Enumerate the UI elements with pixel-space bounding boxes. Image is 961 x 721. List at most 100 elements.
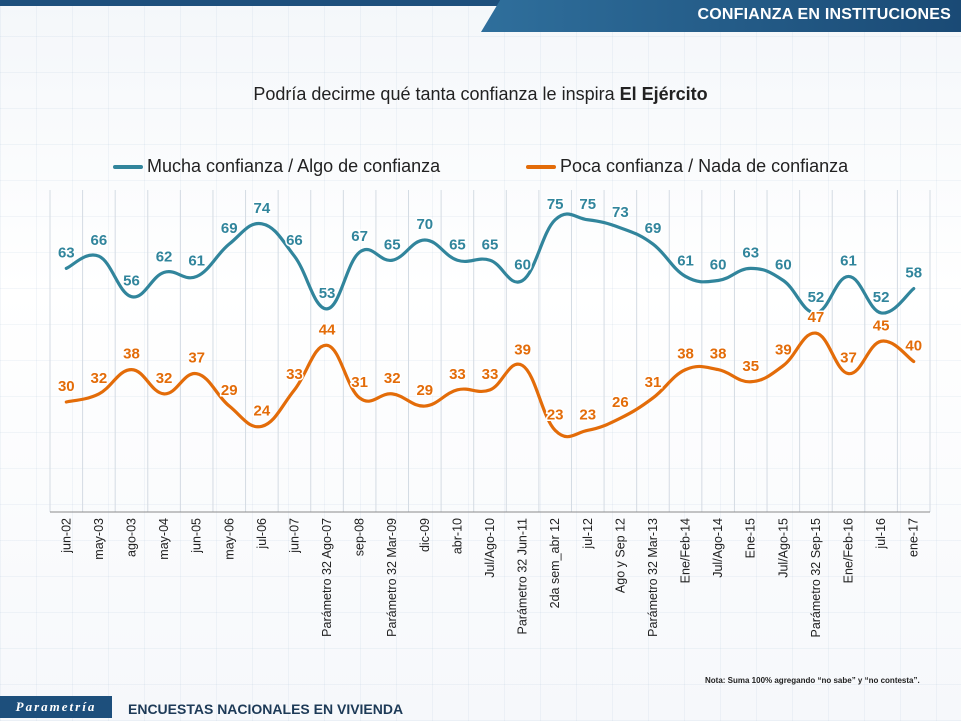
data-label: 39 xyxy=(514,342,531,359)
data-label: 69 xyxy=(645,220,662,237)
x-tick-label: may-03 xyxy=(92,518,106,560)
x-tick-label: ago-03 xyxy=(124,518,138,557)
x-tick-label: jun-07 xyxy=(287,518,301,554)
data-label: 29 xyxy=(416,382,433,399)
data-label: 37 xyxy=(188,350,205,367)
data-label: 52 xyxy=(873,289,890,306)
x-tick-label: jun-05 xyxy=(190,518,204,554)
x-tick-label: sep-08 xyxy=(353,518,367,556)
x-tick-label: Parámetro 32 Jun-11 xyxy=(516,518,530,635)
data-label: 35 xyxy=(742,358,759,375)
data-label: 33 xyxy=(286,366,303,383)
data-label: 33 xyxy=(449,366,466,383)
data-label: 63 xyxy=(58,244,75,261)
data-label: 60 xyxy=(514,257,531,274)
data-label: 38 xyxy=(123,346,140,363)
data-label: 65 xyxy=(449,236,466,253)
top-bar xyxy=(0,0,961,6)
data-label: 73 xyxy=(612,204,629,221)
x-tick-label: ene-17 xyxy=(907,518,921,557)
data-label: 58 xyxy=(905,265,922,282)
legend-swatch-mucha xyxy=(113,164,143,169)
x-tick-label: jul-12 xyxy=(581,518,595,550)
series-line-mucha xyxy=(64,212,916,315)
data-label: 44 xyxy=(319,321,336,338)
data-label: 65 xyxy=(482,236,499,253)
x-tick-label: abr-10 xyxy=(450,518,464,554)
data-label: 32 xyxy=(91,370,108,387)
data-label: 32 xyxy=(384,370,401,387)
data-label: 75 xyxy=(547,196,564,213)
data-label: 61 xyxy=(677,252,694,269)
data-label: 65 xyxy=(384,236,401,253)
x-tick-label: may-06 xyxy=(222,518,236,560)
x-tick-label: Parámetro 32 Mar-09 xyxy=(385,518,399,637)
data-label: 67 xyxy=(351,228,368,245)
data-label: 61 xyxy=(840,252,857,269)
data-label: 70 xyxy=(416,216,433,233)
x-tick-label: jul-16 xyxy=(874,518,888,550)
data-label: 69 xyxy=(221,220,238,237)
x-tick-label: Ago y Sep 12 xyxy=(613,518,627,593)
header-tab: CONFIANZA EN INSTITUCIONES xyxy=(481,0,961,32)
data-label: 56 xyxy=(123,273,140,290)
legend-swatch-poca xyxy=(526,164,556,169)
x-tick-label: may-04 xyxy=(157,518,171,560)
data-label: 24 xyxy=(254,402,271,419)
x-tick-label: Jul/Ago-14 xyxy=(711,518,725,578)
legend-item-poca: Poca confianza / Nada de confianza xyxy=(526,156,848,177)
x-tick-label: Parámetro 32 Sep-15 xyxy=(809,518,823,638)
question-subject: El Ejército xyxy=(619,84,708,104)
legend-label-poca: Poca confianza / Nada de confianza xyxy=(560,156,849,176)
chart-title: Podría decirme qué tanta confianza le in… xyxy=(0,84,961,105)
parametria-logo: Parametría xyxy=(0,696,112,718)
data-label: 74 xyxy=(254,200,271,217)
header-title: CONFIANZA EN INSTITUCIONES xyxy=(697,6,951,23)
data-label: 62 xyxy=(156,248,173,265)
data-label: 53 xyxy=(319,285,336,302)
x-tick-label: dic-09 xyxy=(418,518,432,552)
x-tick-label: Ene/Feb-14 xyxy=(679,518,693,583)
data-label: 23 xyxy=(547,406,564,423)
x-tick-label: 2da sem_abr 12 xyxy=(548,518,562,608)
data-label: 39 xyxy=(775,342,792,359)
x-tick-label: Parámetro 32 Mar-13 xyxy=(646,518,660,637)
data-label: 75 xyxy=(579,196,596,213)
data-label: 33 xyxy=(482,366,499,383)
data-label: 61 xyxy=(188,252,205,269)
data-label: 37 xyxy=(840,350,857,367)
data-label: 26 xyxy=(612,394,629,411)
question-prefix: Podría decirme qué tanta confianza le in… xyxy=(253,84,620,104)
data-label: 66 xyxy=(91,232,108,249)
x-tick-label: jun-02 xyxy=(59,518,73,554)
data-label: 63 xyxy=(742,244,759,261)
legend-label-mucha: Mucha confianza / Algo de confianza xyxy=(147,156,441,176)
series-line-poca xyxy=(64,331,916,439)
x-tick-label: Ene/Feb-16 xyxy=(842,518,856,583)
data-label: 47 xyxy=(808,309,825,326)
x-tick-label: Parámetro 32 Ago-07 xyxy=(320,518,334,637)
x-tick-label: Jul/Ago-15 xyxy=(776,518,790,578)
legend-item-mucha: Mucha confianza / Algo de confianza xyxy=(113,156,440,177)
data-label: 31 xyxy=(351,374,368,391)
data-label: 38 xyxy=(710,346,727,363)
data-label: 29 xyxy=(221,382,238,399)
x-tick-label: Jul/Ago-10 xyxy=(483,518,497,578)
data-label: 45 xyxy=(873,317,890,334)
x-tick-label: jul-06 xyxy=(255,518,269,550)
data-label: 52 xyxy=(808,289,825,306)
data-label: 66 xyxy=(286,232,303,249)
data-label: 60 xyxy=(710,257,727,274)
x-tick-label: Ene-15 xyxy=(744,518,758,558)
data-label: 31 xyxy=(645,374,662,391)
footer-label: ENCUESTAS NACIONALES EN VIVIENDA xyxy=(128,701,404,717)
data-label: 32 xyxy=(156,370,173,387)
note: Nota: Suma 100% agregando “no sabe” y “n… xyxy=(705,676,920,685)
data-label: 30 xyxy=(58,378,75,395)
data-label: 23 xyxy=(579,406,596,423)
data-label: 40 xyxy=(905,338,922,355)
data-label: 38 xyxy=(677,346,694,363)
data-label: 60 xyxy=(775,257,792,274)
